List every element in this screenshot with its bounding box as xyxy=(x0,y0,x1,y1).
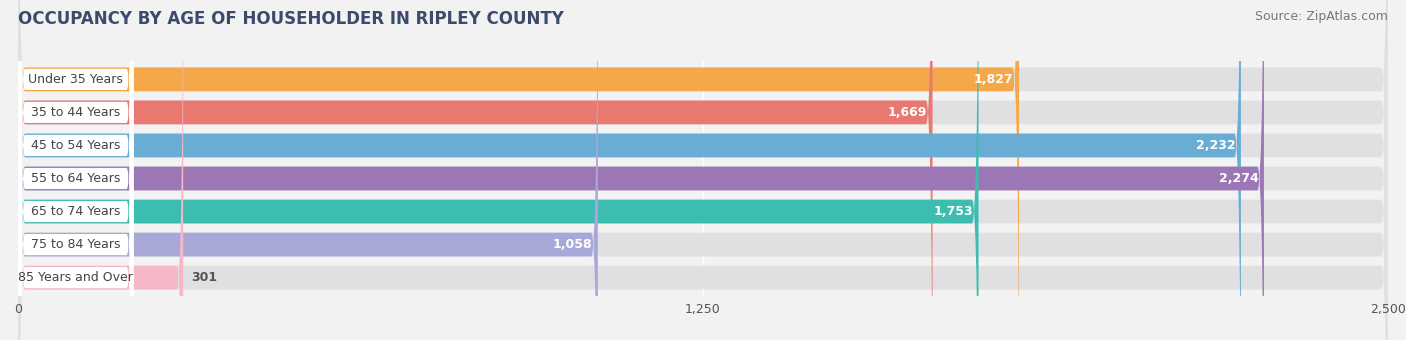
Text: 301: 301 xyxy=(191,271,218,284)
FancyBboxPatch shape xyxy=(18,0,1241,340)
Text: OCCUPANCY BY AGE OF HOUSEHOLDER IN RIPLEY COUNTY: OCCUPANCY BY AGE OF HOUSEHOLDER IN RIPLE… xyxy=(18,10,564,28)
FancyBboxPatch shape xyxy=(18,0,1264,340)
FancyBboxPatch shape xyxy=(18,0,134,340)
FancyBboxPatch shape xyxy=(18,0,134,340)
Text: 2,232: 2,232 xyxy=(1197,139,1236,152)
FancyBboxPatch shape xyxy=(18,0,932,340)
FancyBboxPatch shape xyxy=(18,0,1388,340)
Text: 2,274: 2,274 xyxy=(1219,172,1258,185)
Text: 35 to 44 Years: 35 to 44 Years xyxy=(31,106,121,119)
FancyBboxPatch shape xyxy=(18,0,1019,340)
Text: Source: ZipAtlas.com: Source: ZipAtlas.com xyxy=(1254,10,1388,23)
Text: 55 to 64 Years: 55 to 64 Years xyxy=(31,172,121,185)
FancyBboxPatch shape xyxy=(18,0,1388,340)
FancyBboxPatch shape xyxy=(18,0,598,340)
Text: 1,753: 1,753 xyxy=(934,205,973,218)
Text: 65 to 74 Years: 65 to 74 Years xyxy=(31,205,121,218)
FancyBboxPatch shape xyxy=(18,0,1388,340)
FancyBboxPatch shape xyxy=(18,0,134,340)
Text: 45 to 54 Years: 45 to 54 Years xyxy=(31,139,121,152)
Text: 85 Years and Over: 85 Years and Over xyxy=(18,271,134,284)
FancyBboxPatch shape xyxy=(18,0,134,340)
FancyBboxPatch shape xyxy=(18,0,1388,340)
FancyBboxPatch shape xyxy=(18,0,979,340)
FancyBboxPatch shape xyxy=(18,0,183,340)
FancyBboxPatch shape xyxy=(18,0,1388,340)
Text: Under 35 Years: Under 35 Years xyxy=(28,73,124,86)
FancyBboxPatch shape xyxy=(18,0,134,340)
FancyBboxPatch shape xyxy=(18,0,1388,340)
FancyBboxPatch shape xyxy=(18,0,134,340)
Text: 1,669: 1,669 xyxy=(887,106,927,119)
Text: 1,827: 1,827 xyxy=(974,73,1014,86)
Text: 1,058: 1,058 xyxy=(553,238,592,251)
FancyBboxPatch shape xyxy=(18,0,1388,340)
FancyBboxPatch shape xyxy=(18,0,134,340)
Text: 75 to 84 Years: 75 to 84 Years xyxy=(31,238,121,251)
